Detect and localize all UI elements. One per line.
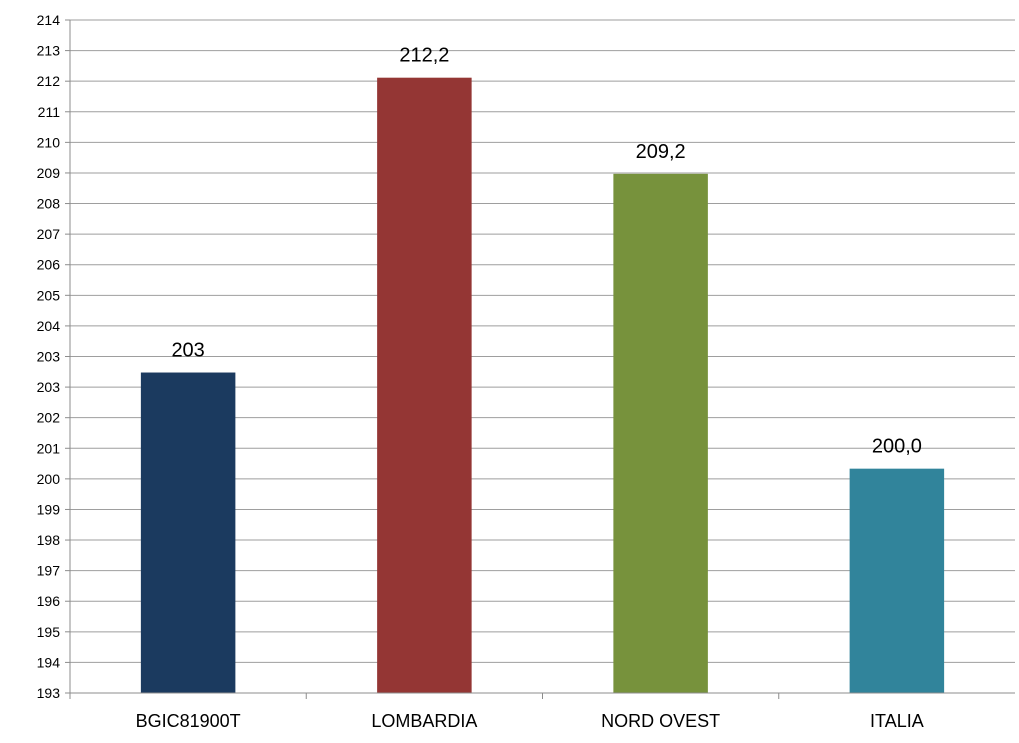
x-category-label: LOMBARDIA (371, 711, 477, 731)
bar-bgic81900t (140, 372, 236, 693)
y-tick-label: 211 (38, 104, 61, 120)
y-tick-label: 203 (37, 379, 61, 395)
y-tick-label: 199 (37, 501, 61, 517)
y-tick-label: 206 (37, 257, 61, 273)
y-tick-label: 198 (37, 532, 61, 548)
bar-lombardia (377, 77, 472, 693)
x-category-label: BGIC81900T (136, 711, 241, 731)
y-tick-label: 209 (37, 165, 61, 181)
y-tick-label: 193 (37, 685, 61, 701)
y-tick-label: 201 (37, 440, 61, 456)
y-tick-label: 207 (37, 226, 61, 242)
bar-nord-ovest (613, 173, 708, 694)
y-tick-label: 203 (37, 349, 61, 365)
y-tick-label: 196 (37, 593, 61, 609)
y-tick-label: 202 (37, 410, 61, 426)
y-tick-label: 195 (37, 624, 61, 640)
y-tick-label: 194 (37, 654, 61, 670)
data-label: 203 (171, 340, 204, 362)
data-label: 209,2 (636, 141, 686, 163)
y-tick-label: 208 (37, 196, 61, 212)
labels: 193 194 195 196 197 198 199 200 201 202 203 203 204 2… (37, 12, 924, 731)
y-tick-label: 204 (37, 318, 61, 334)
y-tick-label: 205 (37, 287, 61, 303)
x-category-label: ITALIA (870, 711, 924, 731)
bar-italia (849, 468, 945, 693)
data-label: 212,2 (399, 45, 449, 67)
y-tick-label: 213 (37, 43, 61, 59)
x-category-label: NORD OVEST (601, 711, 720, 731)
y-tick-label: 212 (37, 73, 61, 89)
y-tick-label: 214 (37, 12, 61, 28)
data-label: 200,0 (872, 436, 922, 458)
axes (65, 19, 1015, 699)
bars (140, 77, 945, 694)
y-tick-label: 210 (37, 134, 61, 150)
y-tick-label: 200 (37, 471, 61, 487)
y-tick-label: 197 (37, 563, 61, 579)
